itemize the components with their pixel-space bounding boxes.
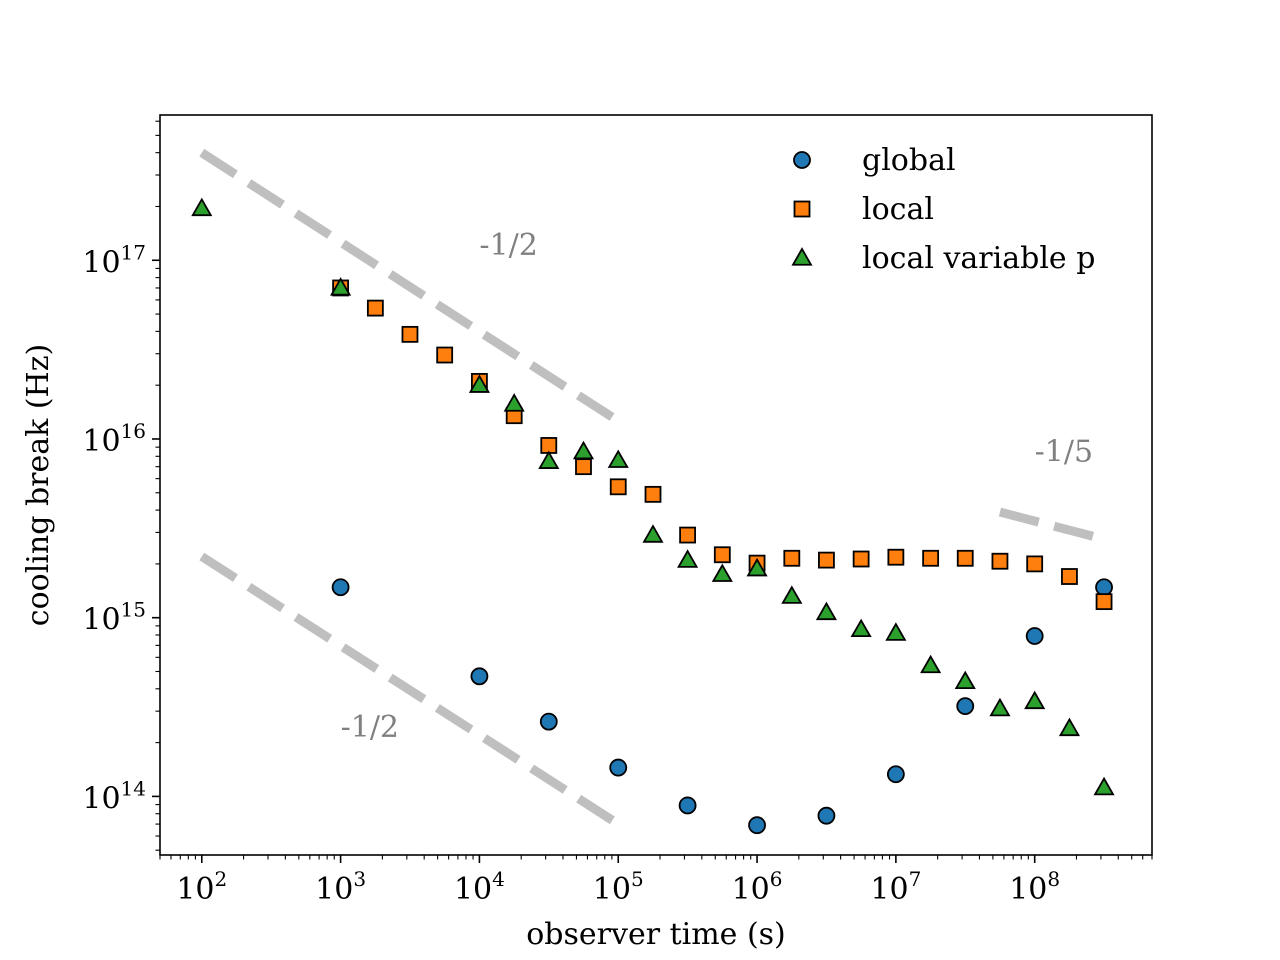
data-point-circle: [817, 806, 836, 825]
data-point-triangle: [191, 197, 213, 217]
data-point-triangle: [815, 601, 837, 621]
data-point-circle: [609, 758, 628, 777]
data-point-circle: [1095, 578, 1113, 597]
data-point-triangle: [711, 563, 733, 582]
data-point-triangle: [850, 618, 872, 638]
data-point-triangle: [1093, 776, 1115, 796]
data-point-triangle: [468, 374, 490, 393]
data-point-square: [575, 458, 592, 476]
data-point-square: [887, 548, 905, 566]
x-tick-label: 103: [315, 867, 366, 907]
data-point-square: [366, 299, 384, 317]
data-point-triangle: [920, 654, 942, 674]
y-axis: 1014 1015 1016 1017: [82, 120, 160, 851]
slope-guide-line: [199, 552, 621, 828]
data-point-square: [922, 549, 940, 567]
data-point-circle: [539, 712, 558, 731]
data-point-square: [852, 550, 870, 568]
data-point-triangle: [503, 393, 525, 412]
data-point-square: [401, 325, 419, 343]
data-point-circle: [331, 578, 350, 597]
x-tick-label: 102: [176, 867, 227, 907]
legend-marker-square: [793, 200, 811, 218]
data-point-triangle: [330, 277, 352, 296]
data-point-circle: [470, 667, 489, 686]
data-point-square: [991, 552, 1009, 570]
legend-label: local: [862, 192, 934, 227]
data-point-triangle: [781, 585, 803, 604]
data-point-triangle: [607, 449, 629, 468]
data-point-circle: [678, 796, 697, 815]
y-axis-label: cooling break (Hz): [21, 344, 56, 626]
slope-guide-label: -1/2: [341, 710, 399, 745]
y-tick-label: 1014: [82, 776, 146, 816]
data-point-square: [679, 526, 697, 544]
data-point-triangle: [538, 450, 560, 469]
legend-marker-triangle: [791, 247, 813, 266]
data-point-triangle: [572, 440, 595, 460]
data-point-triangle: [954, 670, 976, 690]
data-point-circle: [1025, 627, 1044, 645]
reference-lines: [199, 148, 1106, 828]
data-point-triangle: [746, 557, 768, 577]
slope-guide-label: -1/5: [1035, 434, 1093, 469]
data-point-triangle: [989, 697, 1011, 717]
data-points: [191, 197, 1115, 835]
data-point-triangle: [1024, 690, 1046, 710]
legend-marker-circle: [793, 151, 811, 169]
data-point-triangle: [1058, 717, 1080, 737]
legend: global local local variable p: [791, 143, 1095, 276]
data-point-square: [713, 546, 731, 564]
data-point-circle: [748, 816, 766, 835]
y-tick-label: 1016: [82, 419, 146, 459]
data-point-square: [436, 346, 454, 364]
data-point-square: [956, 549, 974, 567]
legend-label: global: [862, 143, 956, 178]
data-point-circle: [956, 697, 975, 716]
x-axis-label: observer time (s): [526, 917, 786, 952]
x-tick-label: 104: [454, 867, 505, 907]
data-point-triangle: [885, 622, 907, 641]
slope-guide-label: -1/2: [479, 228, 537, 263]
x-tick-label: 105: [593, 867, 644, 907]
data-point-square: [1061, 568, 1078, 585]
data-point-square: [1026, 555, 1044, 573]
x-tick-label: 106: [732, 867, 783, 907]
x-tick-label: 107: [870, 867, 921, 907]
reference-labels: -1/2 -1/2 -1/5: [341, 228, 1094, 745]
data-point-triangle: [677, 549, 699, 568]
data-point-circle: [886, 765, 905, 784]
y-tick-label: 1017: [82, 240, 146, 280]
data-point-square: [818, 551, 835, 569]
data-point-square: [1095, 593, 1113, 611]
data-point-square: [644, 485, 662, 503]
slope-guide-line: [199, 148, 621, 425]
plot-frame: [159, 114, 1153, 856]
legend-label: local variable p: [862, 241, 1095, 276]
y-tick-label: 1015: [82, 598, 146, 638]
x-tick-label: 108: [1009, 867, 1060, 907]
data-point-square: [783, 549, 801, 567]
data-point-square: [609, 478, 627, 496]
slope-guide-line: [998, 507, 1106, 544]
data-point-triangle: [642, 524, 664, 543]
